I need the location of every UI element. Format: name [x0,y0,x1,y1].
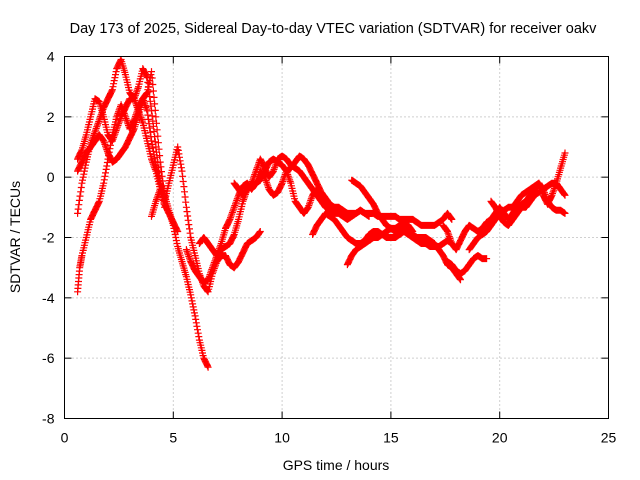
series-4 [74,68,169,199]
y-axis-tick-labels: -8 -6 -4 -2 0 2 4 [42,49,55,427]
series-15 [487,179,569,229]
data-point-markers [182,152,373,287]
chart-title: Day 173 of 2025, Sidereal Day-to-day VTE… [70,21,598,37]
x-tick-label: 0 [61,430,69,446]
axis-ticks [64,56,609,419]
y-tick-label: -2 [42,230,55,246]
y-tick-label: 0 [47,169,55,185]
series-5 [148,143,264,296]
y-tick-label: -8 [42,411,55,427]
x-tick-label: 15 [383,430,399,446]
series-3 [74,95,182,235]
series-11 [343,218,417,269]
x-tick-label: 20 [492,430,508,446]
y-axis-label: SDTVAR / TECUs [7,181,23,293]
y-tick-label: 4 [47,49,55,65]
y-tick-label: 2 [47,109,55,125]
data-point-markers [487,179,569,229]
series-13 [444,252,491,278]
y-tick-label: -4 [42,290,55,306]
data-point-markers [74,95,182,235]
data-point-markers [74,68,169,199]
series-2 [74,56,169,217]
data-point-markers [444,252,491,278]
series-6 [182,152,373,287]
y-tick-label: -6 [42,350,55,366]
x-tick-label: 10 [274,430,290,446]
x-tick-label: 5 [169,430,177,446]
data-points [74,56,569,371]
data-point-markers [74,56,169,217]
x-axis-tick-labels: 0 5 10 15 20 25 [61,430,617,446]
data-point-markers [148,143,264,296]
data-point-markers [343,218,417,269]
x-tick-label: 25 [601,430,617,446]
x-axis-label: GPS time / hours [283,457,390,473]
